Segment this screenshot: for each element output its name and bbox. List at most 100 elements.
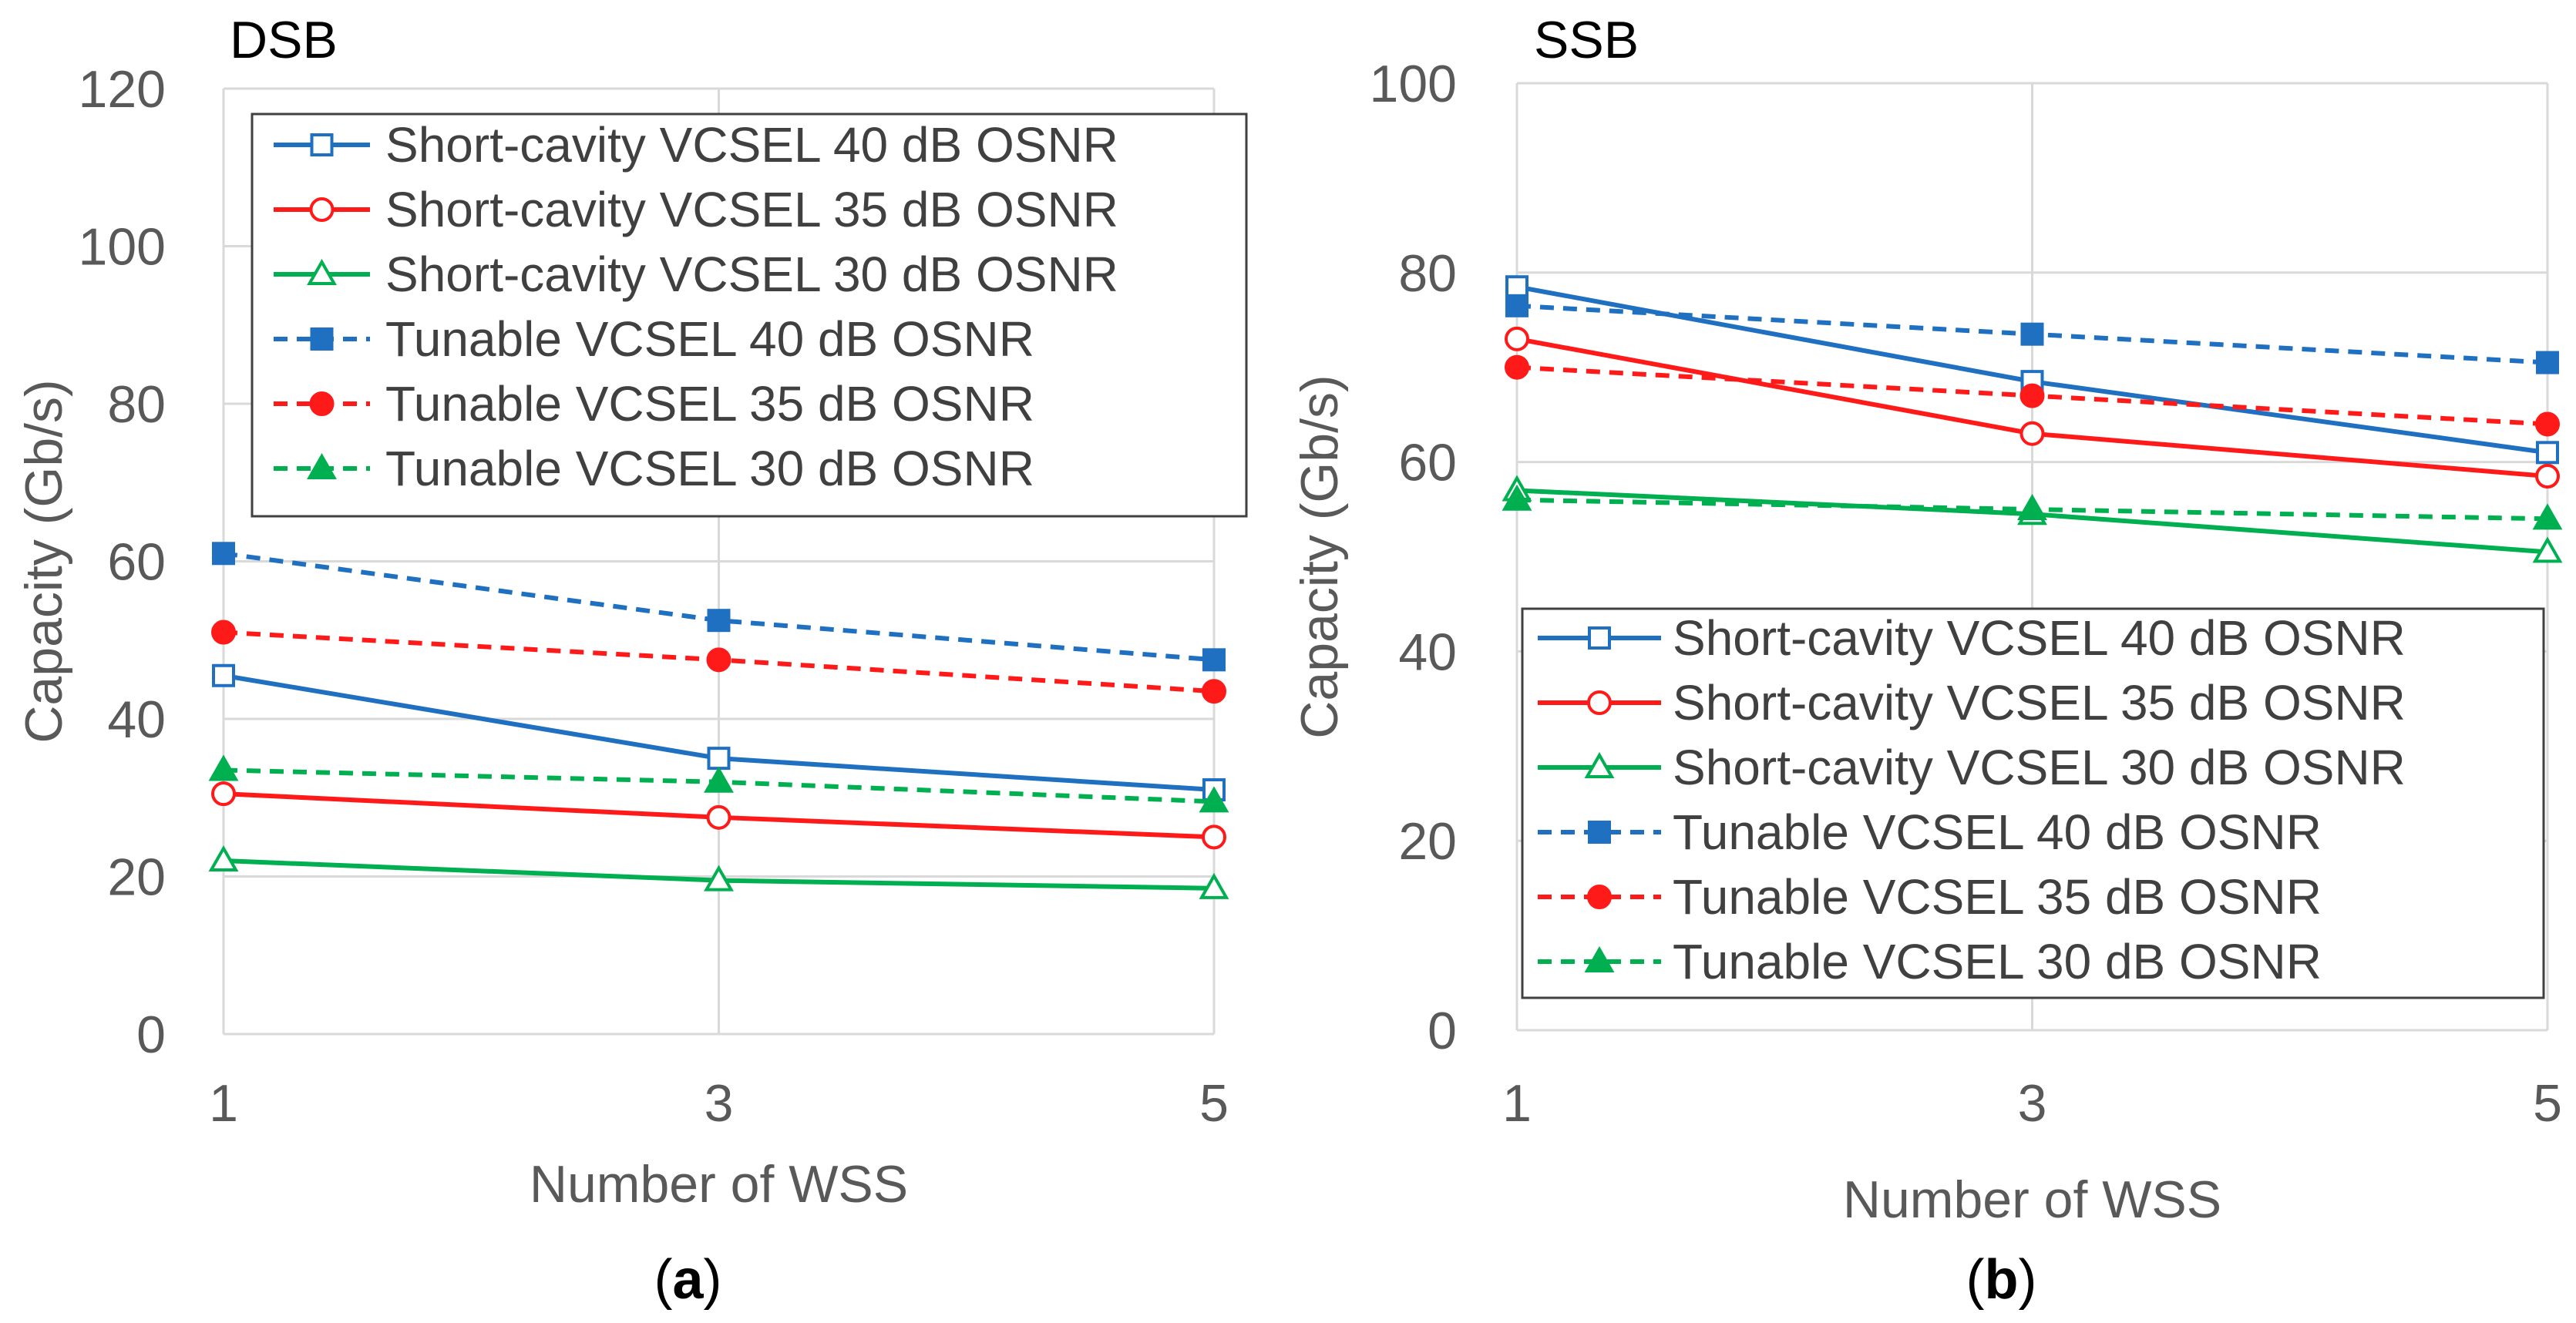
legend-marker	[310, 327, 334, 351]
series-3	[212, 542, 1226, 672]
series-1	[1505, 326, 2560, 489]
data-point	[2020, 322, 2044, 346]
chart-panel-ssb: 0 20 40 60 80 100 1 3 5 Number of WSS Capacity (Gb…	[1290, 11, 2563, 1311]
series-0	[212, 663, 1226, 802]
legend-entry: Tunable VCSEL 35 dB OSNR	[1538, 869, 2322, 925]
legend-label: Short-cavity VCSEL 30 dB OSNR	[1673, 740, 2406, 795]
legend-entry: Short-cavity VCSEL 35 dB OSNR	[1538, 675, 2406, 730]
legend-marker	[1588, 821, 1611, 844]
legend-marker	[307, 452, 337, 479]
x-tick-label: 3	[705, 1074, 734, 1133]
series-1	[211, 781, 1226, 850]
legend-entry: Short-cavity VCSEL 40 dB OSNR	[274, 117, 1118, 173]
series-4	[211, 620, 1226, 704]
chart-panel-dsb: 0 20 40 60 80 100 120 1 3 5 Number of WSS Capacity …	[15, 11, 1248, 1311]
legend: Short-cavity VCSEL 40 dB OSNR Short-cavit…	[1521, 607, 2545, 999]
y-tick-label: 0	[136, 1006, 166, 1064]
data-point	[212, 542, 235, 566]
y-tick-label: 100	[1370, 55, 1457, 113]
data-point	[2536, 441, 2559, 465]
y-tick-label: 60	[107, 533, 166, 592]
y-tick-label: 40	[107, 690, 166, 749]
series-3	[1505, 294, 2559, 374]
data-point	[2535, 411, 2560, 437]
legend-label: Tunable VCSEL 30 dB OSNR	[385, 441, 1034, 496]
x-tick-label: 1	[1502, 1074, 1532, 1133]
data-point	[208, 754, 239, 781]
legend-label: Short-cavity VCSEL 40 dB OSNR	[1673, 610, 2406, 666]
legend-marker	[1587, 690, 1612, 715]
legend-label: Short-cavity VCSEL 35 dB OSNR	[1673, 675, 2406, 730]
data-point	[2536, 351, 2559, 374]
legend-entry: Tunable VCSEL 30 dB OSNR	[1538, 934, 2322, 989]
legend-marker	[1587, 885, 1612, 909]
series-5	[1502, 484, 2563, 530]
legend-label: Short-cavity VCSEL 35 dB OSNR	[385, 182, 1118, 237]
data-point	[208, 845, 239, 872]
data-point	[1502, 484, 1532, 511]
data-point	[212, 663, 235, 687]
y-axis-title: Capacity (Gb/s)	[1290, 374, 1349, 738]
data-point	[2532, 536, 2563, 563]
data-point	[1202, 648, 1226, 672]
y-tick-label: 60	[1398, 434, 1457, 492]
legend-entry: Tunable VCSEL 40 dB OSNR	[274, 311, 1034, 367]
x-tick-label: 5	[1199, 1074, 1229, 1133]
data-point	[211, 781, 236, 807]
panel-caption: (b)	[1966, 1249, 2037, 1311]
legend-entry: Short-cavity VCSEL 30 dB OSNR	[274, 247, 1118, 302]
data-point	[707, 609, 731, 633]
legend-marker	[309, 391, 335, 416]
data-point	[1199, 872, 1229, 899]
y-tick-label: 120	[79, 60, 166, 119]
data-point	[211, 620, 236, 645]
legend-box	[1521, 607, 2545, 999]
legend-label: Tunable VCSEL 30 dB OSNR	[1673, 934, 2322, 989]
y-tick-label: 80	[107, 375, 166, 434]
data-point	[1199, 786, 1229, 813]
legend-entry: Tunable VCSEL 30 dB OSNR	[274, 441, 1034, 496]
data-point	[1505, 275, 1528, 299]
legend-marker	[1584, 751, 1615, 778]
data-point	[2535, 464, 2560, 489]
legend-entry: Tunable VCSEL 40 dB OSNR	[1538, 804, 2322, 860]
y-axis-title: Capacity (Gb/s)	[15, 379, 73, 743]
x-axis-title: Number of WSS	[530, 1155, 908, 1214]
y-tick-label: 40	[1398, 623, 1457, 681]
x-tick-label: 3	[2018, 1074, 2047, 1133]
legend-label: Tunable VCSEL 40 dB OSNR	[1673, 804, 2322, 860]
series-line	[223, 551, 1215, 663]
data-point	[2019, 421, 2045, 446]
y-tick-label: 0	[1428, 1002, 1457, 1060]
y-tick-label: 20	[107, 848, 166, 907]
legend-entry: Tunable VCSEL 35 dB OSNR	[274, 376, 1034, 431]
legend-marker	[307, 258, 337, 285]
x-tick-label: 1	[209, 1074, 238, 1133]
y-tick-label: 20	[1398, 812, 1457, 871]
legend-marker	[1584, 945, 1615, 972]
x-axis-title: Number of WSS	[1843, 1170, 2221, 1229]
legend-label: Short-cavity VCSEL 30 dB OSNR	[385, 247, 1118, 302]
legend-label: Tunable VCSEL 40 dB OSNR	[385, 311, 1034, 367]
data-point	[2017, 494, 2047, 521]
data-point	[707, 747, 731, 771]
legend-label: Tunable VCSEL 35 dB OSNR	[385, 376, 1034, 431]
data-point	[1202, 679, 1226, 704]
legend-entry: Short-cavity VCSEL 40 dB OSNR	[1538, 610, 2406, 666]
x-tick-label: 5	[2533, 1074, 2562, 1133]
series-5	[208, 754, 1229, 813]
series-4	[1505, 354, 2560, 437]
data-point	[704, 865, 734, 892]
legend-entry: Short-cavity VCSEL 30 dB OSNR	[1538, 740, 2406, 795]
legend-box	[251, 112, 1248, 518]
legend-marker	[1588, 626, 1611, 650]
panel-title: DSB	[230, 11, 338, 69]
data-point	[706, 647, 731, 673]
data-point	[1505, 294, 1528, 317]
legend-entry: Short-cavity VCSEL 35 dB OSNR	[274, 182, 1118, 237]
data-point	[2532, 503, 2563, 530]
legend-marker	[310, 133, 334, 156]
legend-label: Short-cavity VCSEL 40 dB OSNR	[385, 117, 1118, 173]
data-point	[1505, 354, 1529, 380]
